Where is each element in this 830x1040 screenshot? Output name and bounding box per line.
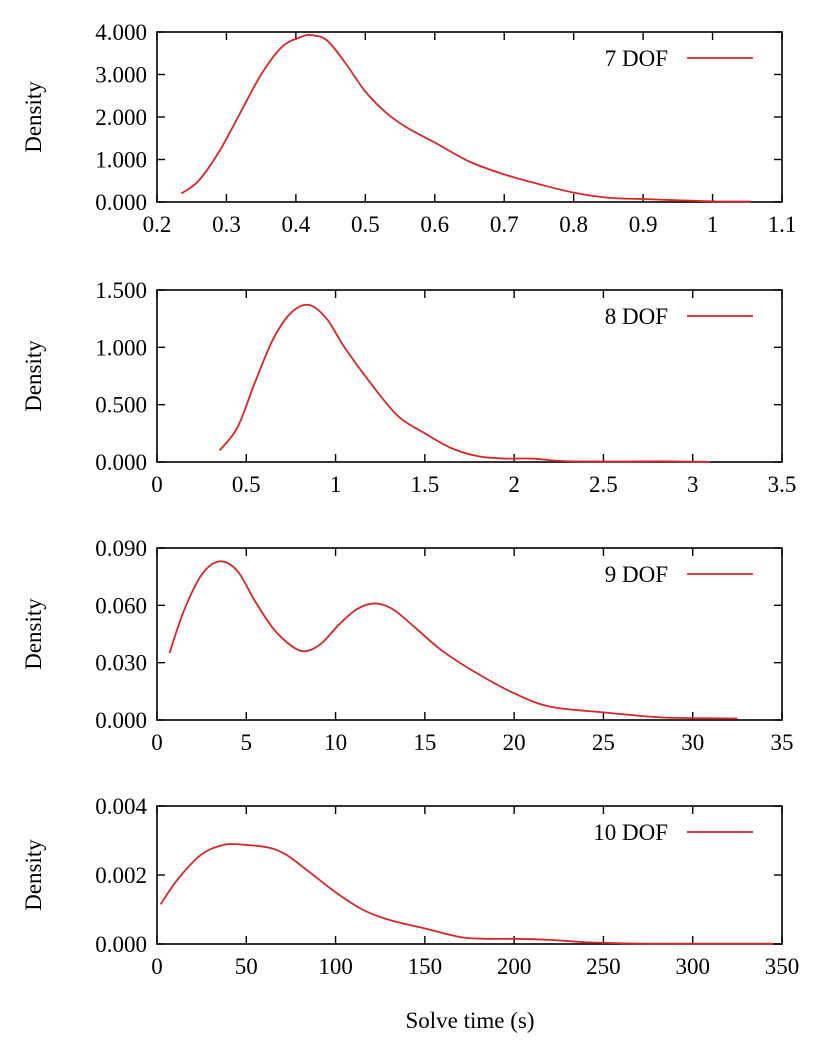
- x-tick-label: 3: [687, 472, 699, 497]
- x-tick-label: 350: [765, 954, 800, 979]
- y-axis-label: Density: [21, 598, 46, 670]
- density-curve-1: [218, 303, 711, 463]
- x-tick-label: 0.8: [559, 212, 588, 237]
- legend-label: 9 DOF: [605, 562, 668, 587]
- x-tick-label: 0: [151, 472, 163, 497]
- y-tick-label: 0.002: [95, 863, 147, 888]
- x-tick-label: 2: [508, 472, 520, 497]
- y-tick-label: 0.000: [95, 450, 147, 475]
- legend-label: 7 DOF: [605, 46, 668, 71]
- x-tick-label: 0: [151, 730, 163, 755]
- x-tick-label: 50: [235, 954, 258, 979]
- x-tick-label: 1: [707, 212, 719, 237]
- y-tick-label: 0.004: [95, 794, 147, 819]
- density-panels: 0.2 0.3 0.4 0.5 0.6 0.7 0.8 0.9 1 1.1 0.000 1.000 2.…: [21, 20, 799, 979]
- x-tick-label: 5: [241, 730, 253, 755]
- y-tick-label: 0.000: [95, 708, 147, 733]
- y-tick-label: 0.060: [95, 593, 147, 618]
- y-tick-label: 0.000: [95, 932, 147, 957]
- plot-frame: [156, 547, 783, 721]
- y-tick-label: 2.000: [95, 105, 147, 130]
- x-tick-label: 0: [151, 954, 163, 979]
- density-panel-1: 0.2 0.3 0.4 0.5 0.6 0.7 0.8 0.9 1 1.1 0.000 1.000 2.…: [21, 20, 796, 237]
- y-tick-label: 0.000: [95, 190, 147, 215]
- x-tick-label: 1.1: [768, 212, 797, 237]
- y-tick-label: 0.090: [95, 536, 147, 561]
- x-tick-label: 150: [408, 954, 443, 979]
- x-tick-label: 0.3: [212, 212, 241, 237]
- y-axis-label: Density: [21, 340, 46, 412]
- legend-label: 8 DOF: [605, 304, 668, 329]
- x-tick-label: 0.5: [232, 472, 261, 497]
- x-tick-label: 1: [330, 472, 342, 497]
- y-tick-label: 1.000: [95, 335, 147, 360]
- x-tick-label: 25: [592, 730, 615, 755]
- x-tick-label: 100: [318, 954, 353, 979]
- y-tick-label: 1.000: [95, 148, 147, 173]
- y-tick-label: 4.000: [95, 20, 147, 45]
- x-tick-label: 0.5: [351, 212, 380, 237]
- x-tick-label: 0.7: [490, 212, 519, 237]
- density-curve-1: [168, 560, 738, 720]
- y-tick-label: 0.500: [95, 393, 147, 418]
- y-tick-label: 0.030: [95, 651, 147, 676]
- density-panel-2: 0 0.5 1 1.5 2 2.5 3 3.5 0.000 0.500 1.000 1.500 Dens…: [21, 278, 796, 497]
- density-panel-4: 0 50 100 150 200 250 300 350 0.000 0.002 0.004 Dens…: [21, 794, 799, 979]
- x-tick-label: 200: [497, 954, 532, 979]
- x-tick-label: 300: [675, 954, 710, 979]
- plot-frame: [156, 805, 783, 945]
- x-tick-label: 1.5: [410, 472, 439, 497]
- x-tick-label: 0.2: [143, 212, 172, 237]
- y-tick-label: 1.500: [95, 278, 147, 303]
- x-tick-label: 3.5: [768, 472, 797, 497]
- density-curve-1: [159, 843, 774, 945]
- y-axis-label: Density: [21, 81, 46, 153]
- plot-frame: [156, 289, 783, 463]
- density-curve-1: [180, 33, 751, 203]
- shared-x-axis-label: Solve time (s): [405, 1008, 534, 1033]
- x-tick-label: 0.6: [420, 212, 449, 237]
- legend-label: 10 DOF: [593, 820, 668, 845]
- y-tick-label: 3.000: [95, 63, 147, 88]
- x-tick-label: 20: [503, 730, 526, 755]
- x-tick-label: 0.4: [282, 212, 311, 237]
- x-tick-label: 10: [324, 730, 347, 755]
- x-tick-label: 2.5: [589, 472, 618, 497]
- y-axis-label: Density: [21, 839, 46, 911]
- x-tick-label: 0.9: [629, 212, 658, 237]
- x-tick-label: 15: [413, 730, 436, 755]
- density-panel-3: 0 5 10 15 20 25 30 35 0.000 0.030 0.060 0.090 Densit…: [21, 536, 794, 755]
- x-tick-label: 35: [771, 730, 794, 755]
- x-tick-label: 30: [681, 730, 704, 755]
- x-tick-label: 250: [586, 954, 621, 979]
